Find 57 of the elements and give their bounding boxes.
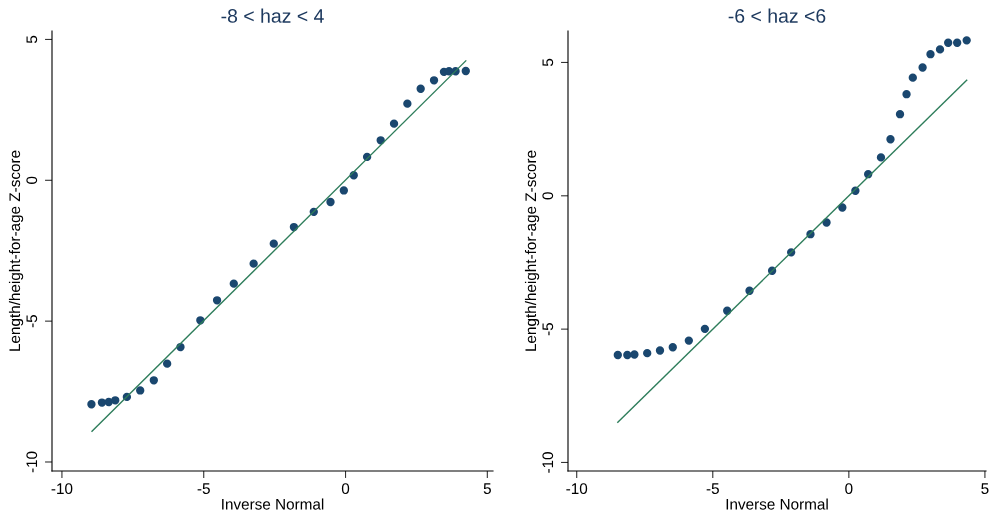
x-axis-title: Inverse Normal <box>726 498 828 510</box>
y-tick-label: 0 <box>542 192 554 200</box>
point <box>935 45 945 54</box>
point <box>229 279 238 288</box>
y-tick-label: -5 <box>26 314 38 328</box>
x-axis-title: Inverse Normal <box>222 498 324 510</box>
chart-title: -8 < haz < 4 <box>221 8 324 23</box>
point <box>655 346 665 355</box>
point <box>416 84 425 93</box>
y-tick-label: -5 <box>542 322 554 336</box>
point <box>149 376 158 385</box>
point <box>461 66 470 76</box>
point <box>952 38 962 47</box>
point <box>403 99 412 108</box>
y-tick-label: 5 <box>26 35 38 44</box>
point <box>326 197 335 207</box>
x-tick-label: 0 <box>845 483 853 495</box>
x-tick-label: 0 <box>341 483 350 495</box>
point <box>918 63 927 72</box>
x-tick-label: -5 <box>706 483 719 495</box>
chart-title: -6 < haz <6 <box>728 8 826 23</box>
point <box>895 110 905 119</box>
y-axis-title: Length/height-for-age Z-score <box>8 150 24 351</box>
point <box>962 36 971 45</box>
x-tick-label: -10 <box>51 483 73 495</box>
point <box>429 76 439 85</box>
point <box>643 348 652 358</box>
point <box>926 50 935 59</box>
point <box>162 359 172 368</box>
point <box>87 400 96 409</box>
point <box>111 396 120 405</box>
point <box>876 153 886 162</box>
point <box>684 336 693 345</box>
point <box>269 239 278 248</box>
point <box>668 343 677 352</box>
point <box>613 350 622 360</box>
point <box>212 296 222 305</box>
point <box>908 73 917 82</box>
point <box>886 135 895 144</box>
y-tick-label: 0 <box>26 176 38 184</box>
point <box>136 386 145 395</box>
y-axis-title: Length/height-for-age Z-score <box>524 150 540 351</box>
y-tick-label: -10 <box>542 452 554 473</box>
x-tick-label: -5 <box>197 483 210 495</box>
point <box>249 259 258 268</box>
point <box>944 38 953 47</box>
point <box>902 90 911 99</box>
y-tick-label: -10 <box>26 451 38 473</box>
x-tick-label: 5 <box>483 483 491 495</box>
x-tick-label: -10 <box>566 483 588 495</box>
y-tick-label: 5 <box>542 58 554 67</box>
point <box>339 186 348 195</box>
point <box>389 119 399 128</box>
x-tick-label: 5 <box>981 483 989 495</box>
point <box>97 398 107 407</box>
point <box>700 324 710 334</box>
point <box>630 350 639 359</box>
